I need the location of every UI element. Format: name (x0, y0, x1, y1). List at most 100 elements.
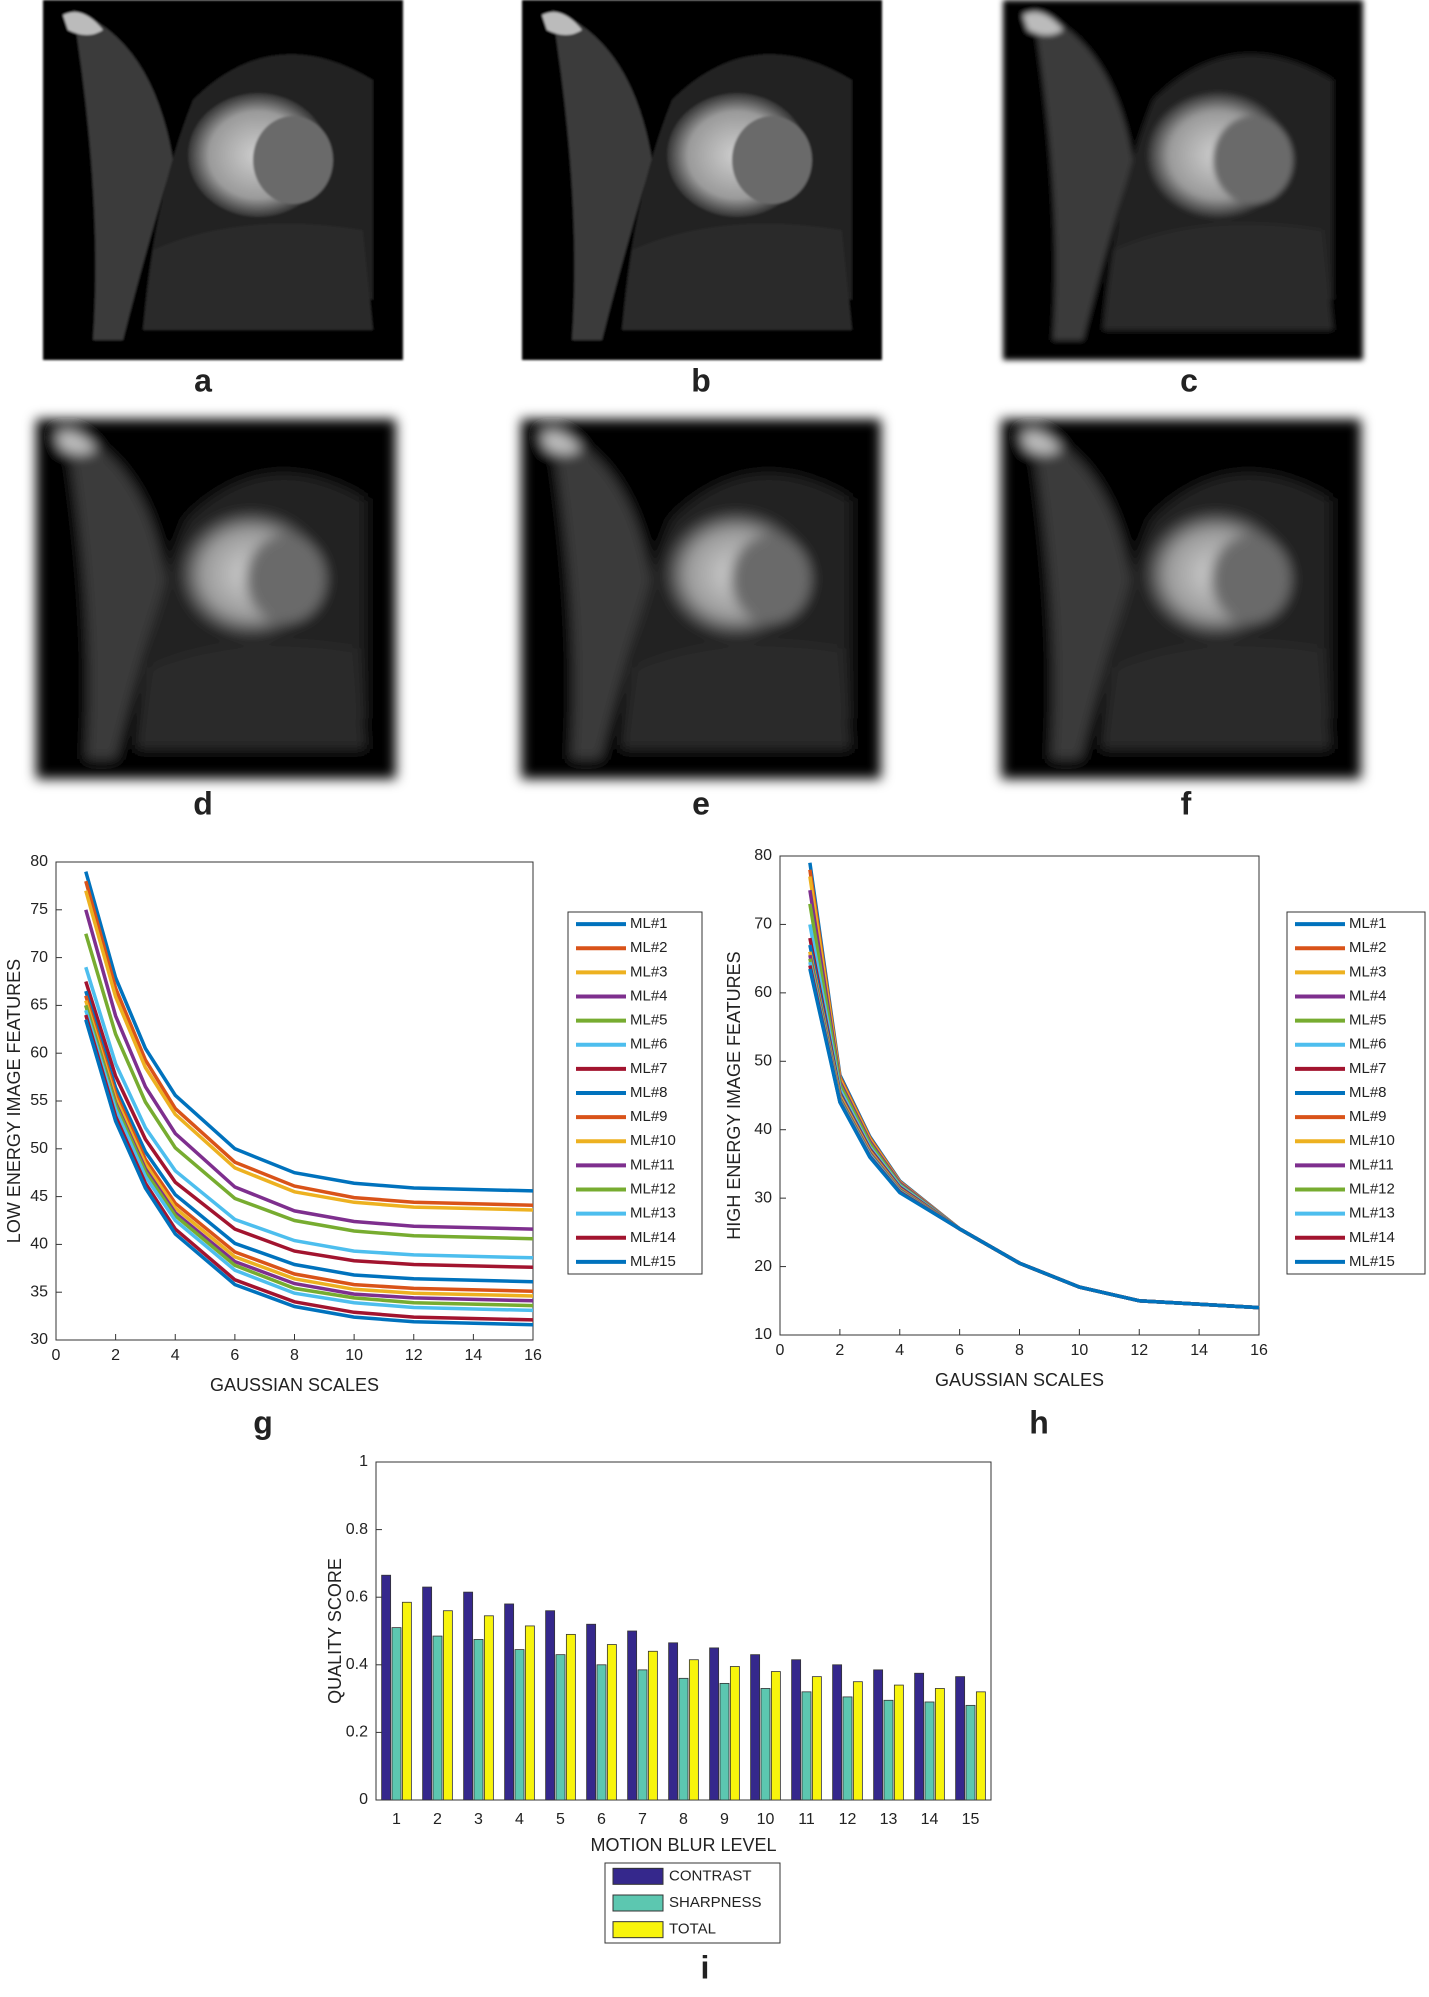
bar (391, 1627, 402, 1801)
x-tick-label: 15 (962, 1811, 980, 1828)
plot-area (55, 861, 534, 1341)
y-tick-label: 70 (754, 916, 772, 933)
series-line (84, 1000, 534, 1298)
legend-label: ML#7 (1349, 1060, 1387, 1077)
bar (473, 1639, 484, 1801)
x-tick-label: 9 (720, 1811, 729, 1828)
bar (914, 1672, 925, 1801)
mri-image (521, 419, 881, 779)
x-tick-label: 14 (921, 1811, 939, 1828)
legend-label: ML#15 (1349, 1253, 1395, 1270)
legend-swatch (612, 1867, 664, 1885)
bar (514, 1649, 525, 1801)
x-tick-label: 2 (433, 1811, 442, 1828)
x-tick-label: 12 (405, 1347, 423, 1364)
y-tick-label: 70 (30, 949, 48, 966)
x-tick-label: 14 (1190, 1342, 1208, 1359)
legend-label: ML#12 (630, 1181, 676, 1198)
y-tick-label: 75 (30, 901, 48, 918)
bar (678, 1677, 689, 1801)
bar (483, 1615, 494, 1801)
y-tick-label: 60 (30, 1044, 48, 1061)
x-tick-label: 12 (1130, 1342, 1148, 1359)
legend-label: ML#3 (1349, 963, 1387, 980)
mri-image (36, 419, 396, 779)
x-tick-label: 4 (515, 1811, 524, 1828)
legend-label: ML#10 (1349, 1132, 1395, 1149)
x-tick-label: 7 (638, 1811, 647, 1828)
bar (770, 1671, 781, 1801)
x-axis-title: GAUSSIAN SCALES (935, 1370, 1104, 1390)
mri-image (43, 0, 403, 360)
legend-label: ML#2 (630, 939, 668, 956)
panel-label: g (253, 1404, 273, 1440)
bar (883, 1699, 894, 1801)
bar (801, 1691, 812, 1801)
bar (381, 1574, 392, 1801)
x-tick-label: 12 (839, 1811, 857, 1828)
series-line (84, 1009, 534, 1313)
legend-label: ML#9 (630, 1108, 668, 1125)
x-tick-label: 8 (679, 1811, 688, 1828)
bar (729, 1666, 740, 1801)
bar (791, 1659, 802, 1801)
y-tick-label: 30 (754, 1189, 772, 1206)
legend-label: ML#12 (1349, 1181, 1395, 1198)
legend-label: ML#14 (630, 1229, 676, 1246)
legend-label: ML#1 (630, 915, 668, 932)
series-line (84, 871, 534, 1193)
legend-label: ML#7 (630, 1060, 668, 1077)
x-tick-label: 6 (955, 1342, 964, 1359)
bar (873, 1669, 884, 1801)
series-line (84, 990, 534, 1284)
bar (647, 1650, 658, 1801)
y-tick-label: 45 (30, 1188, 48, 1205)
legend-label: ML#13 (1349, 1205, 1395, 1222)
legend-label: ML#2 (1349, 939, 1387, 956)
bar (463, 1591, 474, 1801)
panel-label: b (691, 362, 711, 398)
x-tick-label: 6 (597, 1811, 606, 1828)
panel-label: c (1180, 362, 1198, 398)
y-tick-label: 0.8 (346, 1521, 368, 1538)
bar (524, 1625, 535, 1801)
bar (637, 1669, 648, 1801)
x-tick-label: 3 (474, 1811, 483, 1828)
y-tick-label: 35 (30, 1283, 48, 1300)
legend-label: CONTRAST (669, 1867, 752, 1884)
bar (760, 1688, 771, 1801)
x-tick-label: 5 (556, 1811, 565, 1828)
x-tick-label: 8 (1015, 1342, 1024, 1359)
legend-label: ML#5 (1349, 1012, 1387, 1029)
y-tick-label: 20 (754, 1258, 772, 1275)
x-tick-label: 8 (290, 1347, 299, 1364)
bar (934, 1688, 945, 1801)
x-tick-label: 2 (111, 1347, 120, 1364)
x-tick-label: 10 (757, 1811, 775, 1828)
series-line (84, 909, 534, 1231)
panel-label: a (194, 362, 212, 398)
x-tick-label: 0 (52, 1347, 61, 1364)
bar (596, 1664, 607, 1801)
bar (504, 1603, 515, 1801)
legend-label: ML#14 (1349, 1229, 1395, 1246)
legend-label: ML#5 (630, 1012, 668, 1029)
x-axis-title: GAUSSIAN SCALES (210, 1375, 379, 1395)
bar (975, 1691, 986, 1801)
bar (586, 1623, 597, 1801)
y-tick-label: 0.6 (346, 1588, 368, 1605)
bar (965, 1704, 976, 1801)
y-tick-label: 0.4 (346, 1656, 368, 1673)
bar (401, 1601, 412, 1801)
x-tick-label: 10 (345, 1347, 363, 1364)
bar (842, 1696, 853, 1801)
y-tick-label: 50 (30, 1140, 48, 1157)
bar (893, 1684, 904, 1801)
legend-label: ML#13 (630, 1205, 676, 1222)
y-tick-label: 0.2 (346, 1724, 368, 1741)
panel-label: e (692, 785, 710, 821)
legend-label: SHARPNESS (669, 1894, 762, 1911)
series-line (84, 890, 534, 1212)
x-axis-title: MOTION BLUR LEVEL (590, 1835, 776, 1855)
